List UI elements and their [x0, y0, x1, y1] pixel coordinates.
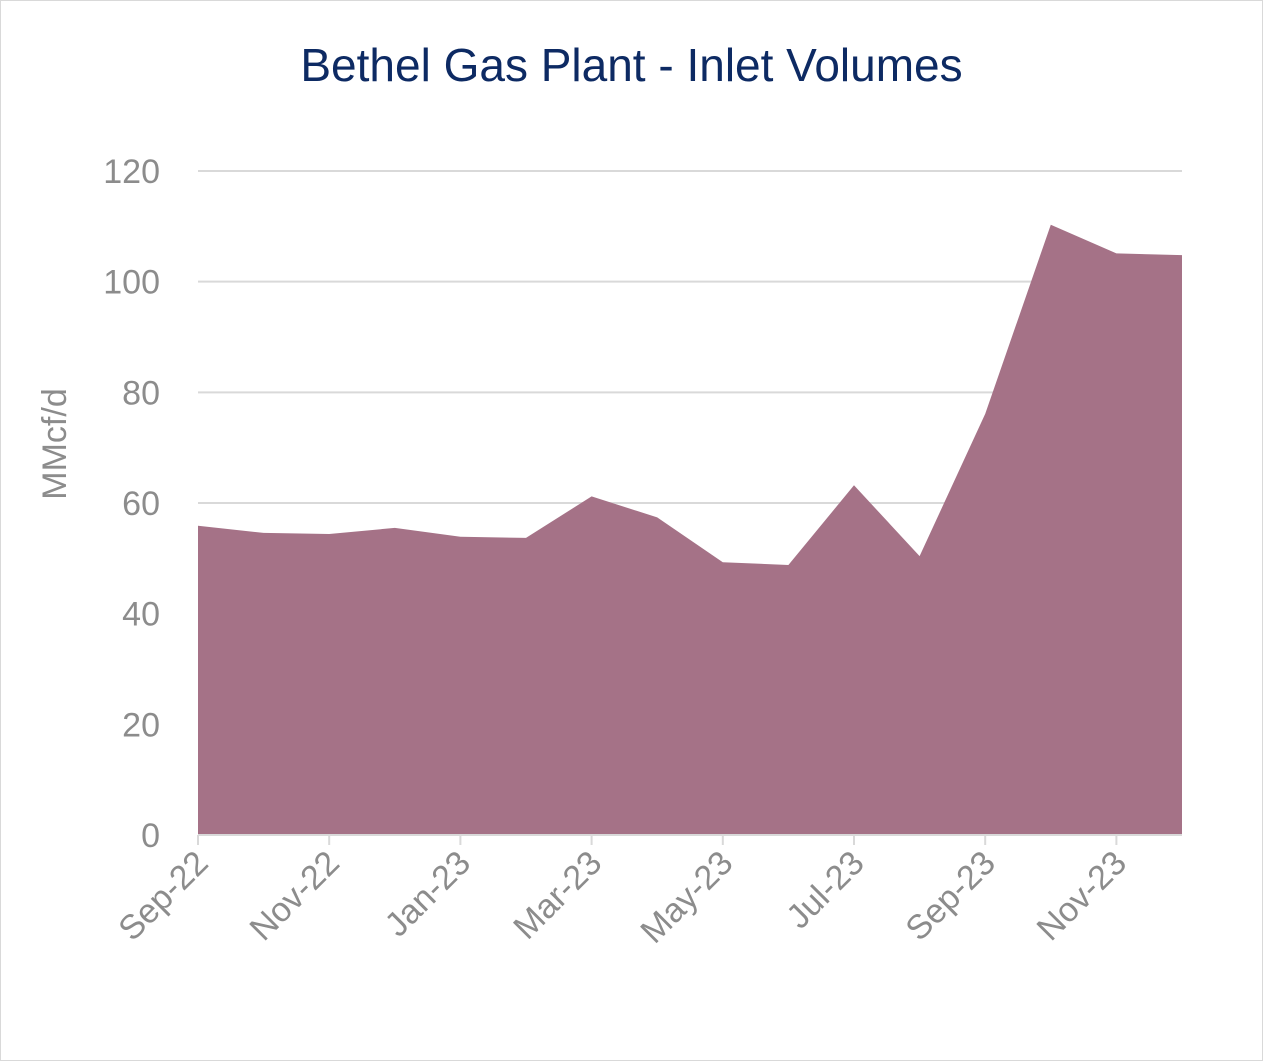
area-series — [198, 224, 1182, 835]
chart-title: Bethel Gas Plant - Inlet Volumes — [300, 39, 963, 91]
x-tick-label: Sep-23 — [898, 844, 1002, 948]
y-tick-labels: 0 20 40 60 80 100 120 — [103, 153, 160, 855]
y-axis-title: MMcf/d — [36, 388, 74, 499]
x-tick-label: Jan-23 — [378, 844, 478, 944]
area-fill — [198, 224, 1182, 835]
x-tick-label: May-23 — [633, 844, 740, 951]
x-tick-label: Mar-23 — [506, 844, 609, 947]
y-tick-label: 100 — [103, 264, 160, 302]
x-tick-label: Nov-23 — [1030, 844, 1134, 948]
y-tick-label: 120 — [103, 153, 160, 191]
x-tick-label: Jul-23 — [779, 844, 871, 936]
y-tick-label: 80 — [122, 374, 160, 412]
y-tick-label: 20 — [122, 706, 160, 744]
x-axis — [197, 834, 1182, 845]
y-tick-label: 40 — [122, 596, 160, 634]
x-tick-label: Sep-22 — [111, 844, 215, 948]
y-tick-label: 0 — [141, 817, 160, 855]
x-tick-label: Nov-22 — [242, 844, 346, 948]
y-tick-label: 60 — [122, 485, 160, 523]
x-tick-labels: Sep-22 Nov-22 Jan-23 Mar-23 May-23 Jul-23 Sep-… — [111, 844, 1134, 951]
